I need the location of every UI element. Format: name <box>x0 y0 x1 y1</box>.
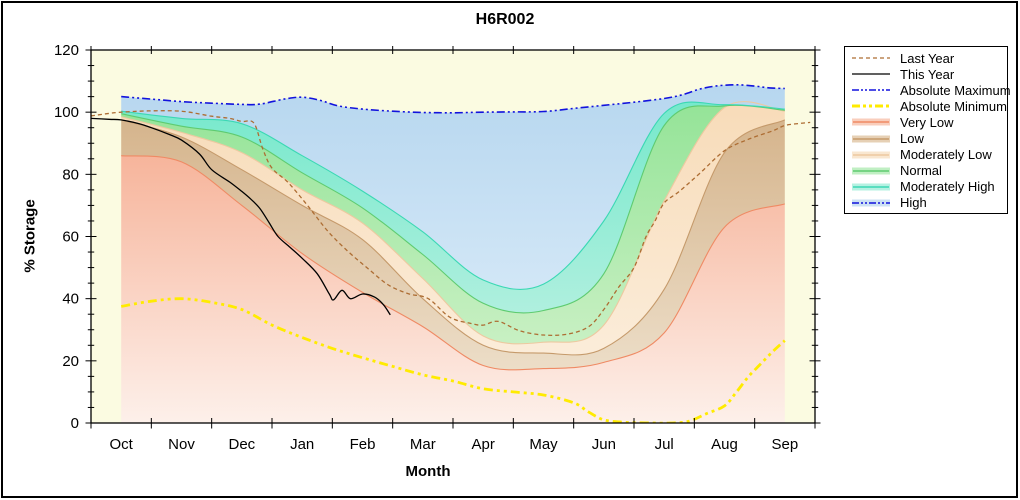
band-moderately-low-edge <box>121 101 785 345</box>
x-tick-label: Oct <box>109 436 133 453</box>
legend-swatch <box>852 151 890 159</box>
legend-item-moderately-high: Moderately High <box>845 179 1007 195</box>
x-tick-label: Jan <box>290 436 314 453</box>
line-absolute-maximum <box>121 83 785 114</box>
band-low-edge <box>121 119 786 356</box>
line-absolute-minimum <box>120 297 786 423</box>
legend-item-very-low: Very Low <box>845 114 1007 130</box>
legend-item-absolute-maximum: Absolute Maximum <box>845 82 1011 98</box>
x-tick-label: Feb <box>350 436 376 453</box>
legend-swatch <box>852 104 890 108</box>
y-tick-label: 100 <box>54 104 79 121</box>
legend-label: Absolute Maximum <box>900 82 1011 98</box>
legend-item-absolute-minimum: Absolute Minimum <box>845 98 1007 114</box>
band-moderately-high <box>121 102 785 313</box>
legend-label: Moderately High <box>900 179 995 195</box>
x-tick-label: Jun <box>592 436 616 453</box>
y-tick-label: 80 <box>62 166 79 183</box>
legend-swatch <box>852 73 890 75</box>
band-very-low-edge <box>121 155 785 371</box>
y-tick-label: 0 <box>71 415 79 432</box>
legend-item-high: High <box>845 195 1007 211</box>
legend-swatch <box>852 89 890 92</box>
y-tick-label: 40 <box>62 291 79 308</box>
x-axis-label: Month <box>405 463 451 480</box>
band-normal <box>121 101 785 344</box>
legend-item-low: Low <box>845 130 1007 146</box>
x-tick-label: Mar <box>410 436 436 453</box>
axis-ticks <box>85 46 821 429</box>
x-tick-label: Apr <box>471 436 494 453</box>
x-tick-label: Dec <box>228 436 255 453</box>
legend-item-normal: Normal <box>845 163 1007 179</box>
legend-item-last-year: Last Year <box>845 50 1007 66</box>
legend-swatch <box>852 183 890 191</box>
legend-item-moderately-low: Moderately Low <box>845 147 1007 163</box>
x-tick-label: Nov <box>168 436 195 453</box>
y-tick-label: 60 <box>62 229 79 246</box>
legend-swatch <box>852 135 890 143</box>
band-high <box>121 84 785 290</box>
legend-swatch <box>852 118 890 126</box>
chart-title: H6R002 <box>475 11 535 28</box>
legend-label: Last Year <box>900 50 955 66</box>
y-tick-label: 120 <box>54 42 79 59</box>
legend-label: Moderately Low <box>900 147 992 163</box>
legend-label: Normal <box>900 163 942 179</box>
x-tick-label: Jul <box>655 436 674 453</box>
line-last-year <box>91 110 811 336</box>
x-tick-label: Sep <box>771 436 798 453</box>
legend-label: High <box>900 195 927 211</box>
legend-label: Very Low <box>900 114 954 130</box>
legend-swatch <box>852 199 890 207</box>
legend-label: Low <box>900 131 924 147</box>
line-this-year <box>91 117 391 316</box>
axis-tick-labels: 0 20 40 60 80 100 120 Oct Nov Dec Jan Feb Mar Apr May J… <box>54 42 798 453</box>
legend-item-this-year: This Year <box>845 66 1007 82</box>
legend-swatch <box>852 57 890 59</box>
x-tick-label: Aug <box>711 436 738 453</box>
y-axis-label: % Storage <box>21 199 39 273</box>
band-moderately-high-edge <box>121 101 785 290</box>
y-tick-label: 20 <box>62 353 79 370</box>
legend: Last Year This Year Absolute Maximum Absolu… <box>844 46 1011 214</box>
x-tick-label: May <box>529 436 558 453</box>
band-normal-edge <box>121 104 785 314</box>
legend-swatch <box>852 167 890 175</box>
legend-label: This Year <box>900 66 955 82</box>
legend-label: Absolute Minimum <box>900 98 1007 114</box>
band-moderately-low <box>121 101 785 355</box>
band-very-low <box>121 155 785 423</box>
